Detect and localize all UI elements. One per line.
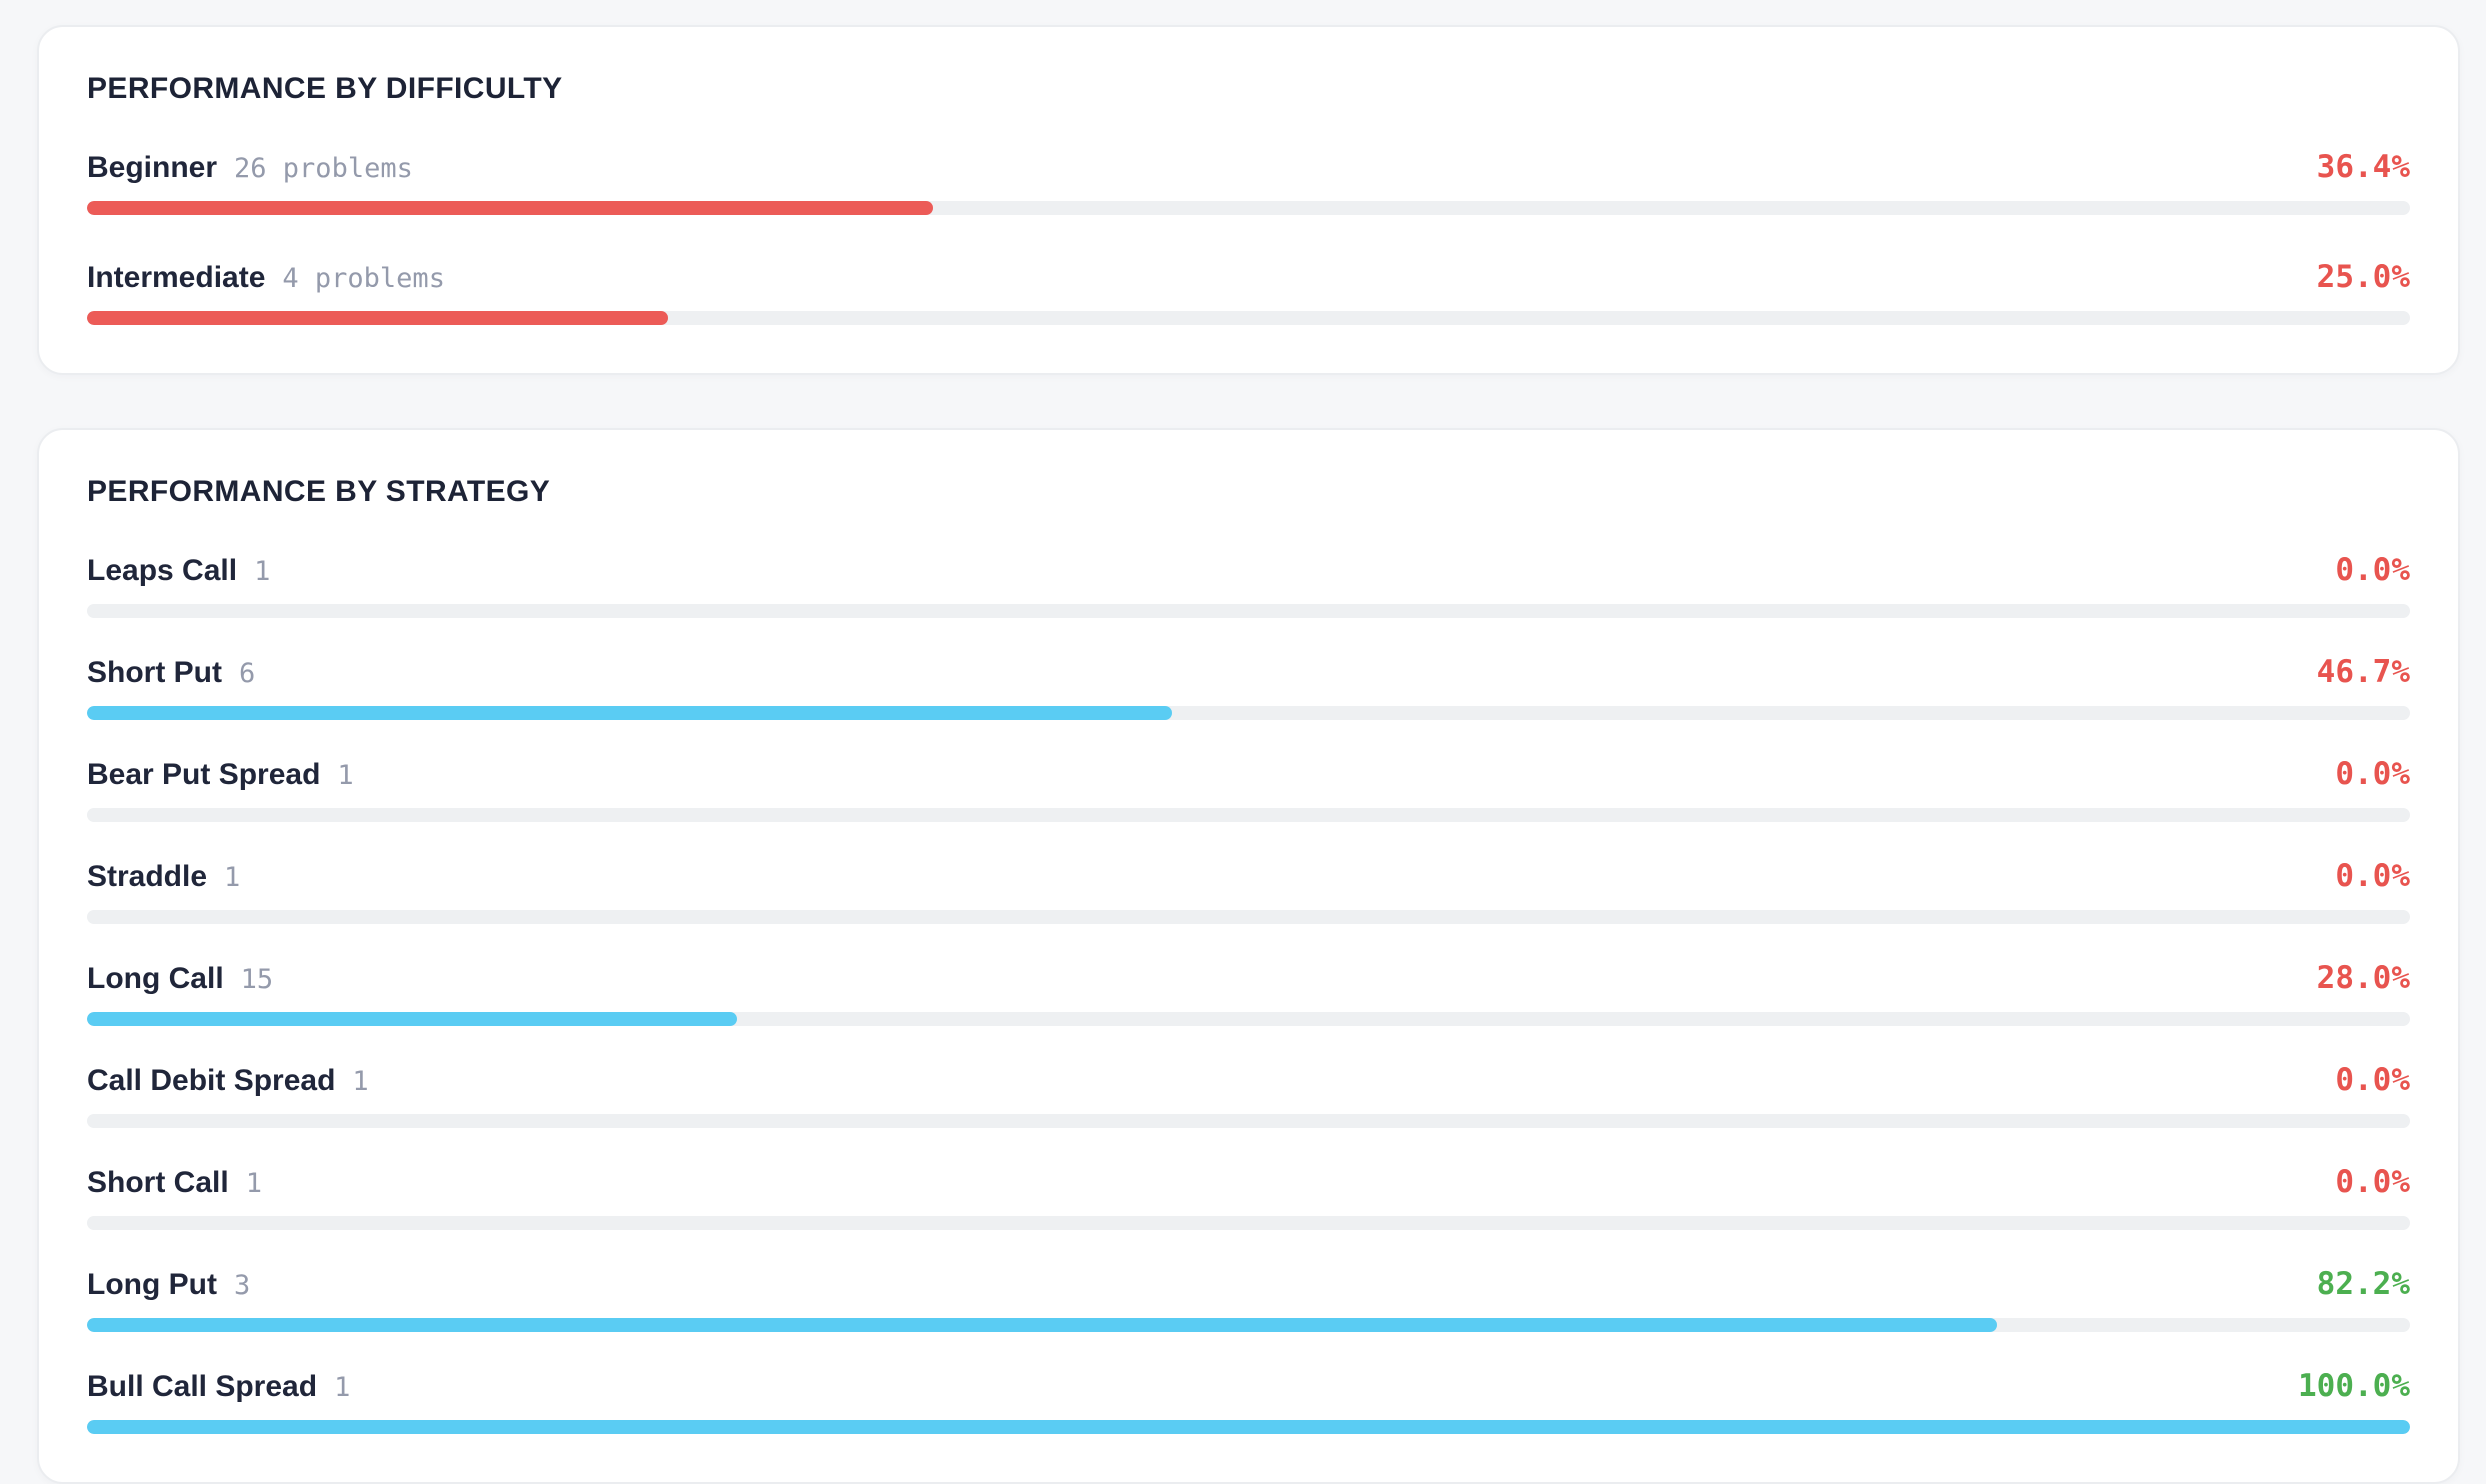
progress-bar-fill (87, 1420, 2410, 1434)
progress-bar-track (87, 311, 2410, 325)
row-count: 3 (233, 1270, 251, 1301)
row-count: 15 (240, 964, 274, 995)
row-label: Long Call (87, 962, 224, 995)
row-percent: 100.0% (2298, 1368, 2410, 1404)
performance-by-strategy-card: PERFORMANCE BY STRATEGY Leaps Call 1 0.0… (37, 428, 2460, 1484)
progress-bar-track (87, 201, 2410, 215)
performance-row: Intermediate 4 problems 25.0% (87, 259, 2410, 325)
row-label-group: Beginner 26 problems (87, 150, 413, 187)
row-label-group: Straddle 1 (87, 859, 240, 896)
row-label-group: Intermediate 4 problems (87, 260, 445, 297)
progress-bar-track (87, 910, 2410, 924)
row-label-group: Long Put 3 (87, 1267, 250, 1304)
row-percent: 0.0% (2335, 858, 2410, 894)
row-header: Intermediate 4 problems 25.0% (87, 259, 2410, 297)
row-header: Straddle 1 0.0% (87, 858, 2410, 896)
progress-bar-fill (87, 311, 668, 325)
row-label-group: Long Call 15 (87, 961, 273, 998)
row-header: Bull Call Spread 1 100.0% (87, 1368, 2410, 1406)
performance-by-difficulty-card: PERFORMANCE BY DIFFICULTY Beginner 26 pr… (37, 25, 2460, 375)
performance-row: Beginner 26 problems 36.4% (87, 149, 2410, 215)
row-label: Call Debit Spread (87, 1064, 336, 1097)
performance-row: Bear Put Spread 1 0.0% (87, 756, 2410, 822)
row-header: Long Put 3 82.2% (87, 1266, 2410, 1304)
row-count: 4 problems (282, 263, 445, 294)
row-header: Short Put 6 46.7% (87, 654, 2410, 692)
row-count: 26 problems (234, 153, 413, 184)
row-count: 1 (224, 862, 241, 893)
row-label: Straddle (87, 860, 208, 893)
progress-bar-track (87, 1420, 2410, 1434)
progress-bar-track (87, 604, 2410, 618)
performance-row: Straddle 1 0.0% (87, 858, 2410, 924)
row-header: Leaps Call 1 0.0% (87, 552, 2410, 590)
row-header: Long Call 15 28.0% (87, 960, 2410, 998)
performance-row: Short Call 1 0.0% (87, 1164, 2410, 1230)
difficulty-rows: Beginner 26 problems 36.4% Intermediate … (87, 149, 2410, 325)
row-percent: 0.0% (2335, 552, 2410, 588)
progress-bar-fill (87, 1012, 738, 1026)
progress-bar-fill (87, 1318, 1997, 1332)
row-percent: 46.7% (2316, 654, 2410, 690)
row-percent: 0.0% (2335, 1164, 2410, 1200)
row-label: Long Put (87, 1268, 217, 1301)
row-label-group: Bull Call Spread 1 (87, 1369, 350, 1406)
row-label: Bear Put Spread (87, 758, 321, 791)
progress-bar-track (87, 808, 2410, 822)
performance-row: Long Put 3 82.2% (87, 1266, 2410, 1332)
progress-bar-track (87, 1012, 2410, 1026)
performance-row: Leaps Call 1 0.0% (87, 552, 2410, 618)
row-count: 1 (245, 1168, 262, 1199)
row-percent: 0.0% (2335, 756, 2410, 792)
row-percent: 82.2% (2316, 1266, 2410, 1302)
row-header: Bear Put Spread 1 0.0% (87, 756, 2410, 794)
row-label: Beginner (87, 151, 218, 184)
card-title: PERFORMANCE BY STRATEGY (87, 475, 551, 508)
row-label: Short Call (87, 1166, 229, 1199)
row-label: Leaps Call (87, 554, 238, 587)
row-percent: 25.0% (2316, 259, 2410, 295)
row-header: Beginner 26 problems 36.4% (87, 149, 2410, 187)
row-count: 1 (352, 1066, 369, 1097)
row-count: 6 (239, 658, 256, 689)
row-count: 1 (334, 1372, 351, 1403)
row-percent: 28.0% (2316, 960, 2410, 996)
row-label-group: Call Debit Spread 1 (87, 1063, 369, 1100)
row-count: 1 (254, 556, 271, 587)
performance-row: Long Call 15 28.0% (87, 960, 2410, 1026)
row-count: 1 (337, 760, 354, 791)
row-label: Intermediate (87, 261, 266, 294)
performance-row: Call Debit Spread 1 0.0% (87, 1062, 2410, 1128)
row-label-group: Short Call 1 (87, 1165, 262, 1202)
progress-bar-track (87, 1318, 2410, 1332)
row-label: Short Put (87, 656, 222, 689)
progress-bar-track (87, 706, 2410, 720)
progress-bar-track (87, 1216, 2410, 1230)
strategy-rows: Leaps Call 1 0.0% Short Put 6 46.7% Bear… (87, 552, 2410, 1434)
progress-bar-track (87, 1114, 2410, 1128)
row-percent: 36.4% (2316, 149, 2410, 185)
row-label-group: Leaps Call 1 (87, 553, 270, 590)
row-header: Call Debit Spread 1 0.0% (87, 1062, 2410, 1100)
performance-row: Bull Call Spread 1 100.0% (87, 1368, 2410, 1434)
row-label-group: Bear Put Spread 1 (87, 757, 354, 794)
card-title: PERFORMANCE BY DIFFICULTY (87, 72, 563, 105)
row-percent: 0.0% (2335, 1062, 2410, 1098)
row-header: Short Call 1 0.0% (87, 1164, 2410, 1202)
progress-bar-fill (87, 201, 933, 215)
performance-row: Short Put 6 46.7% (87, 654, 2410, 720)
row-label-group: Short Put 6 (87, 655, 255, 692)
row-label: Bull Call Spread (87, 1370, 318, 1403)
progress-bar-fill (87, 706, 1172, 720)
